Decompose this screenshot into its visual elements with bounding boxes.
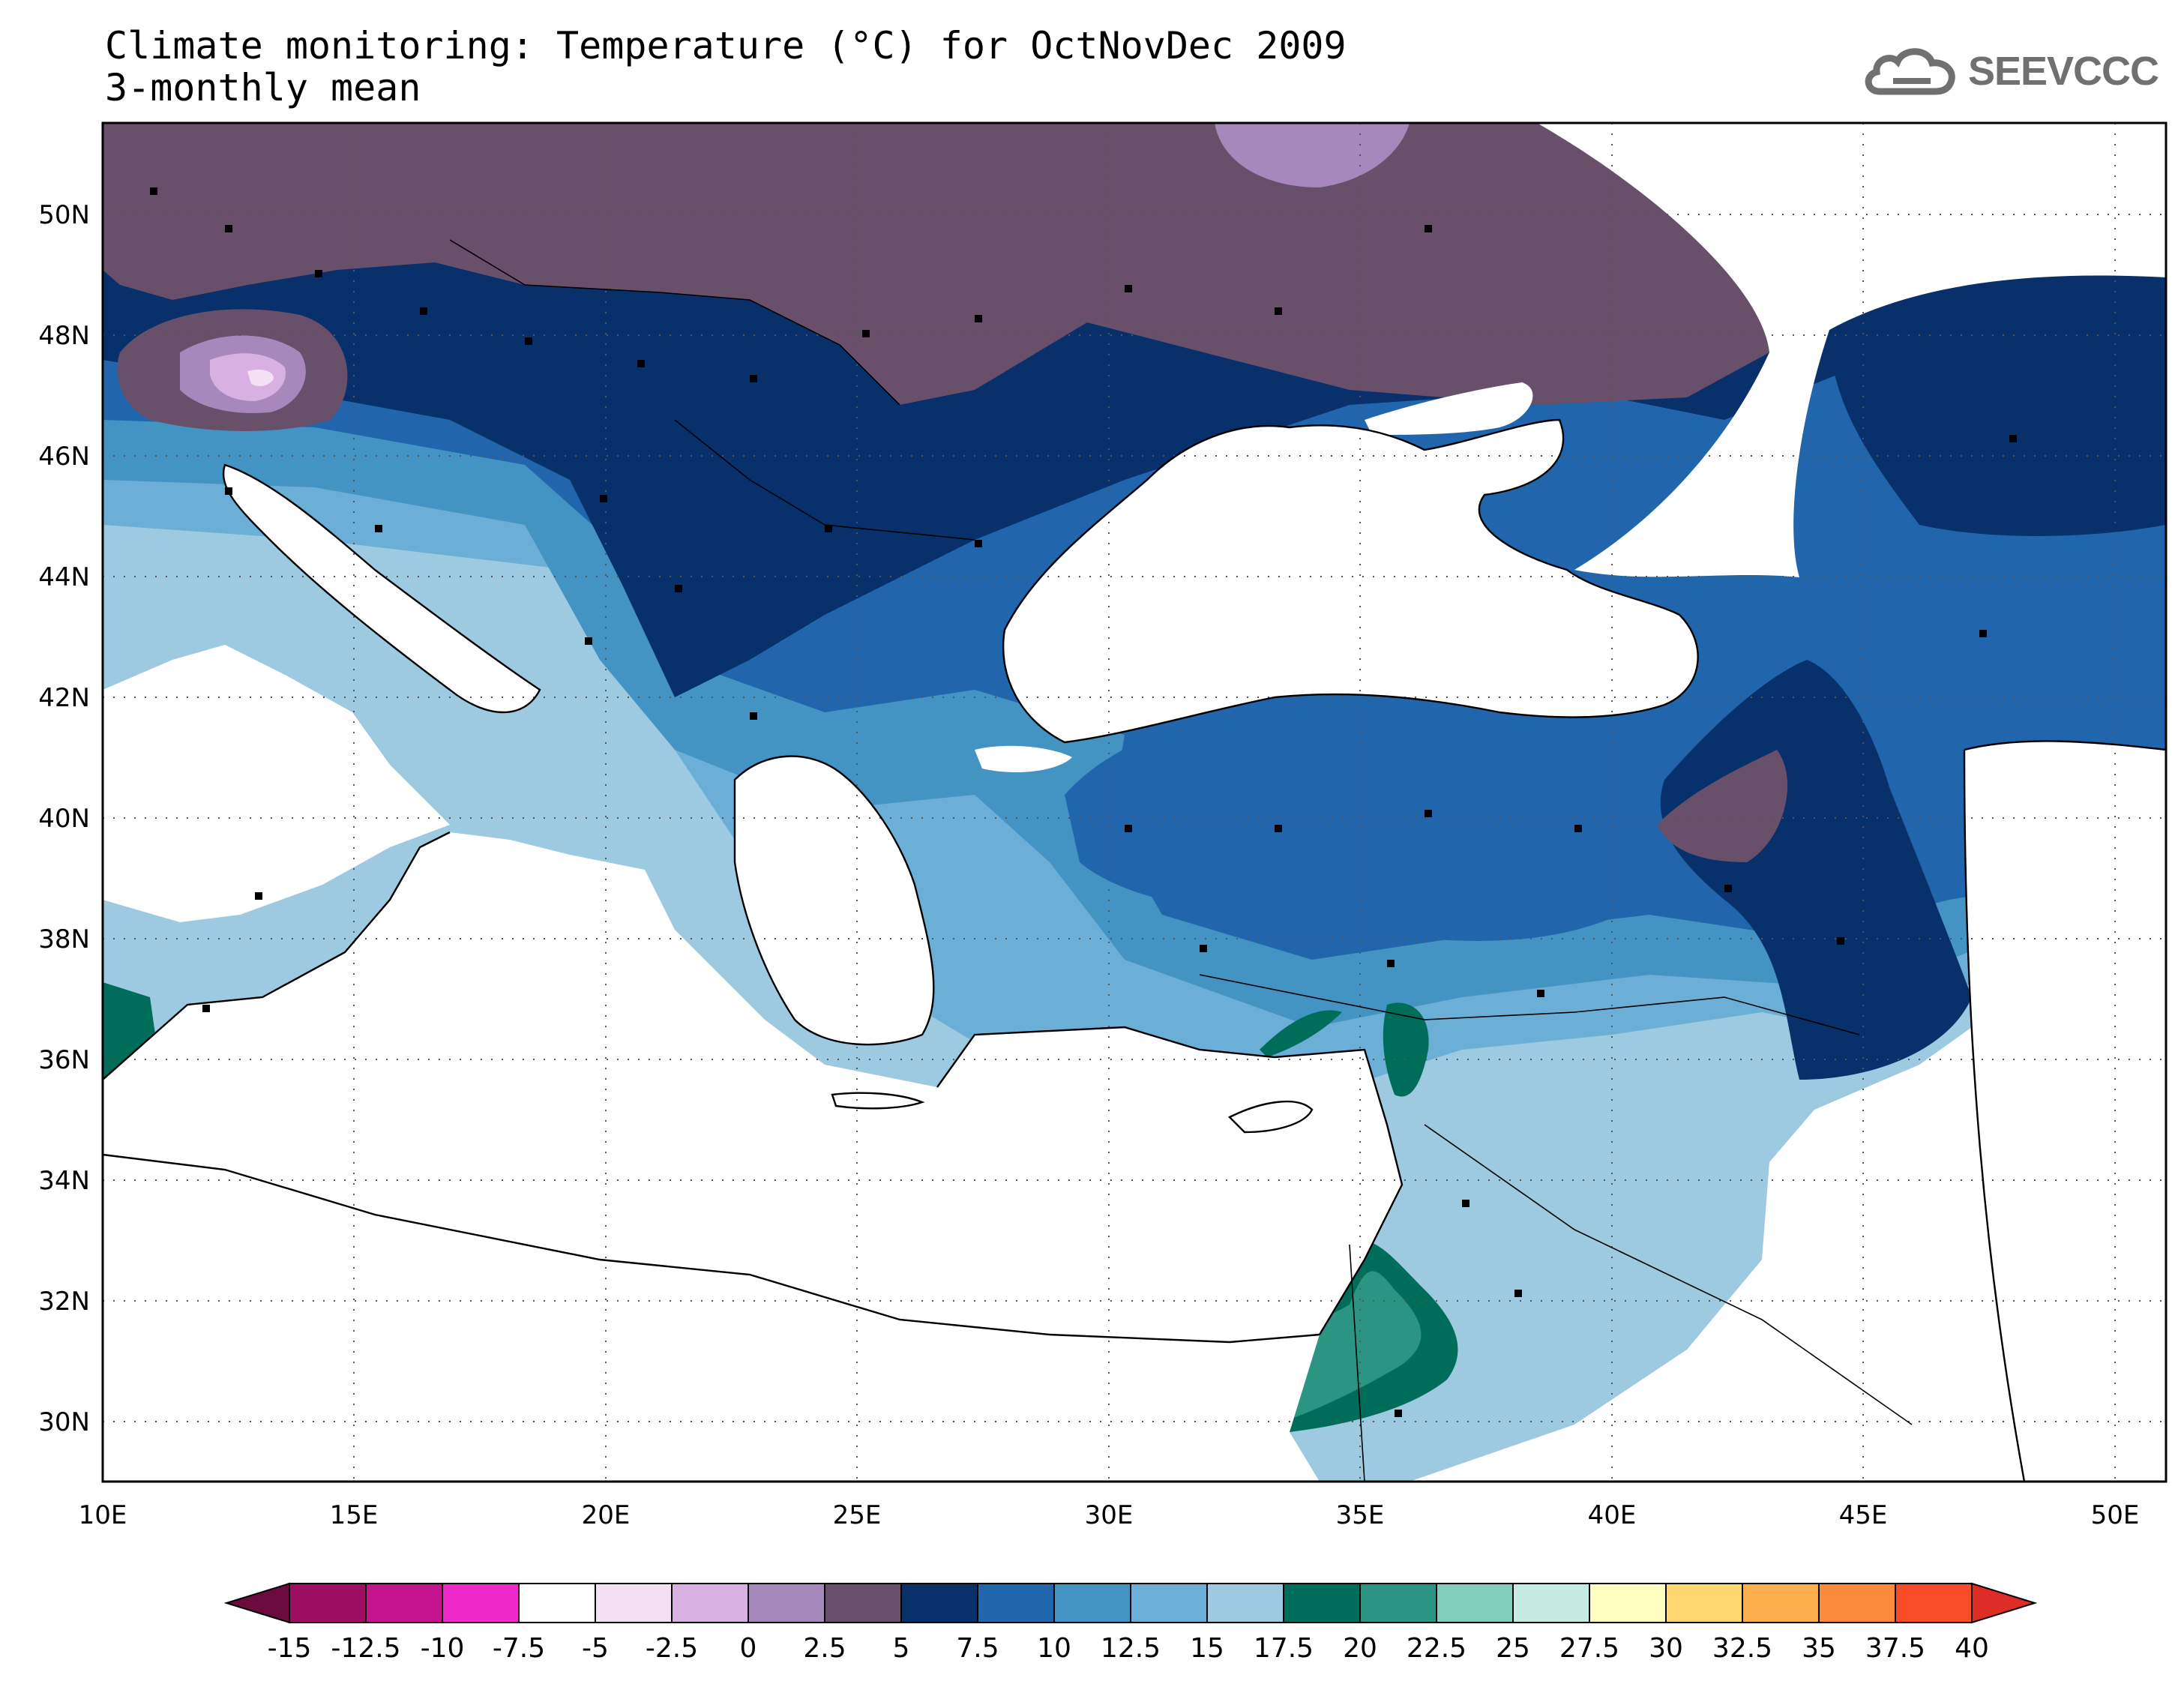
map-plot-area <box>103 123 2166 1482</box>
colorbar-label: 25 <box>1496 1633 1530 1664</box>
lat-tick-label: 42N <box>38 683 90 713</box>
colorbar-swatch <box>442 1583 520 1623</box>
colorbar-swatch <box>1512 1583 1590 1623</box>
sea-mediterranean <box>103 832 1402 1342</box>
colorbar-swatch <box>1895 1583 1973 1623</box>
colorbar-min-arrow <box>223 1582 290 1624</box>
colorbar-swatch <box>747 1583 825 1623</box>
lat-tick-label: 34N <box>38 1166 90 1196</box>
logo-text: SEEVCCC <box>1967 49 2159 94</box>
lat-tick-label: 32N <box>38 1287 90 1317</box>
colorbar-swatch <box>1742 1583 1820 1623</box>
lat-tick-label: 30N <box>38 1407 90 1437</box>
colorbar-swatch <box>1665 1583 1743 1623</box>
field-hatay-17.5-20 <box>1383 1002 1429 1097</box>
colorbar-swatch <box>1589 1583 1667 1623</box>
lon-tick-label: 40E <box>1588 1500 1637 1530</box>
map-title: Climate monitoring: Temperature (°C) for… <box>105 24 1347 67</box>
colorbar-label: -7.5 <box>493 1633 545 1664</box>
colorbar-label: 22.5 <box>1407 1633 1466 1664</box>
lon-tick-label: 25E <box>833 1500 882 1530</box>
colorbar-swatch <box>1283 1583 1361 1623</box>
field-east-anatolia-2.5-5 <box>1657 750 1788 862</box>
colorbar-swatch <box>518 1583 596 1623</box>
lon-tick-label: 20E <box>582 1500 631 1530</box>
seevccc-logo: SEEVCCC <box>1863 45 2159 97</box>
sea-black <box>1003 420 1698 742</box>
sea-aegean <box>735 756 934 1045</box>
field-alps-minus5-minus2.5 <box>247 370 274 387</box>
colorbar-label: -5 <box>582 1633 609 1664</box>
lon-tick-label: 35E <box>1336 1500 1385 1530</box>
lon-tick-label: 30E <box>1085 1500 1134 1530</box>
lat-tick-label: 36N <box>38 1045 90 1075</box>
colorbar-swatch <box>1818 1583 1896 1623</box>
colorbar-swatch <box>671 1583 749 1623</box>
colorbar-swatch <box>977 1583 1055 1623</box>
lat-tick-label: 48N <box>38 321 90 351</box>
colorbar-swatch <box>1436 1583 1514 1623</box>
lon-tick-label: 10E <box>79 1500 127 1530</box>
colorbar-label: 20 <box>1343 1633 1377 1664</box>
lat-tick-label: 40N <box>38 804 90 834</box>
field-north-0-2.5 <box>1215 123 1410 187</box>
colorbar-label: 32.5 <box>1712 1633 1772 1664</box>
field-caucasus-5-7.5 <box>1829 275 2166 536</box>
colorbar-label: -15 <box>268 1633 312 1664</box>
colorbar-label: 0 <box>740 1633 757 1664</box>
map-subtitle: 3-monthly mean <box>105 66 421 109</box>
sea-adriatic <box>223 465 540 712</box>
field-anatolia-7.5-10 <box>1065 711 1649 941</box>
colorbar-swatch <box>595 1583 673 1623</box>
colorbar-label: 27.5 <box>1559 1633 1619 1664</box>
sea-ionian <box>103 645 450 922</box>
lat-tick-label: 44N <box>38 562 90 592</box>
colorbar-label: -2.5 <box>646 1633 698 1664</box>
field-east-anatolia-5-7.5 <box>1660 660 1972 1080</box>
cloud-icon <box>1865 48 1955 95</box>
station-markers <box>150 187 2017 1417</box>
outside-region-south <box>103 1155 1320 1482</box>
colorbar-label: 2.5 <box>803 1633 846 1664</box>
lat-tick-label: 38N <box>38 924 90 954</box>
colorbar-swatch <box>1206 1583 1284 1623</box>
lon-tick-label: 50E <box>2091 1500 2140 1530</box>
map-frame <box>101 121 2168 1483</box>
colorbar-max-arrow <box>1971 1582 2038 1624</box>
colorbar-label: 5 <box>893 1633 910 1664</box>
coastlines-borders <box>103 239 2166 1482</box>
colorbar-label: -10 <box>421 1633 465 1664</box>
colorbar-label: 30 <box>1649 1633 1683 1664</box>
colorbar-swatch <box>1359 1583 1437 1623</box>
colorbar-label: 10 <box>1037 1633 1071 1664</box>
colorbar-label: 35 <box>1802 1633 1836 1664</box>
colorbar-label: 17.5 <box>1254 1633 1314 1664</box>
field-levant-17.5-20 <box>1260 1010 1342 1057</box>
lat-axis: 30N 32N 34N 36N 38N 40N 42N 44N 46N 48N … <box>38 200 90 1437</box>
colorbar-label: 12.5 <box>1101 1633 1161 1664</box>
colorbar-label: 37.5 <box>1865 1633 1925 1664</box>
colorbar-label: -12.5 <box>331 1633 400 1664</box>
colorbar-swatch <box>824 1583 902 1623</box>
sea-marmara <box>975 745 1072 772</box>
colorbar-swatch <box>900 1583 978 1623</box>
colorbar: -15 -12.5 -10 -7.5 -5 -2.5 0 2.5 5 7.5 10 12.5 15 17.… <box>223 1582 2038 1664</box>
outside-region-east <box>1537 123 2166 577</box>
colorbar-swatch <box>365 1583 443 1623</box>
lon-tick-label: 15E <box>330 1500 379 1530</box>
colorbar-label: 40 <box>1955 1633 1989 1664</box>
colorbar-swatch <box>1053 1583 1131 1623</box>
colorbar-label: 7.5 <box>956 1633 999 1664</box>
colorbar-label: 15 <box>1190 1633 1224 1664</box>
lat-tick-label: 46N <box>38 442 90 472</box>
lat-tick-label: 50N <box>38 200 90 230</box>
colorbar-swatch <box>289 1583 367 1623</box>
colorbar-swatch <box>1130 1583 1208 1623</box>
lon-axis: 10E 15E 20E 25E 30E 35E 40E 45E 50E <box>79 1500 2140 1530</box>
field-alps-minus2.5-0 <box>210 353 286 401</box>
lon-tick-label: 45E <box>1839 1500 1888 1530</box>
sea-azov <box>1365 382 1533 435</box>
